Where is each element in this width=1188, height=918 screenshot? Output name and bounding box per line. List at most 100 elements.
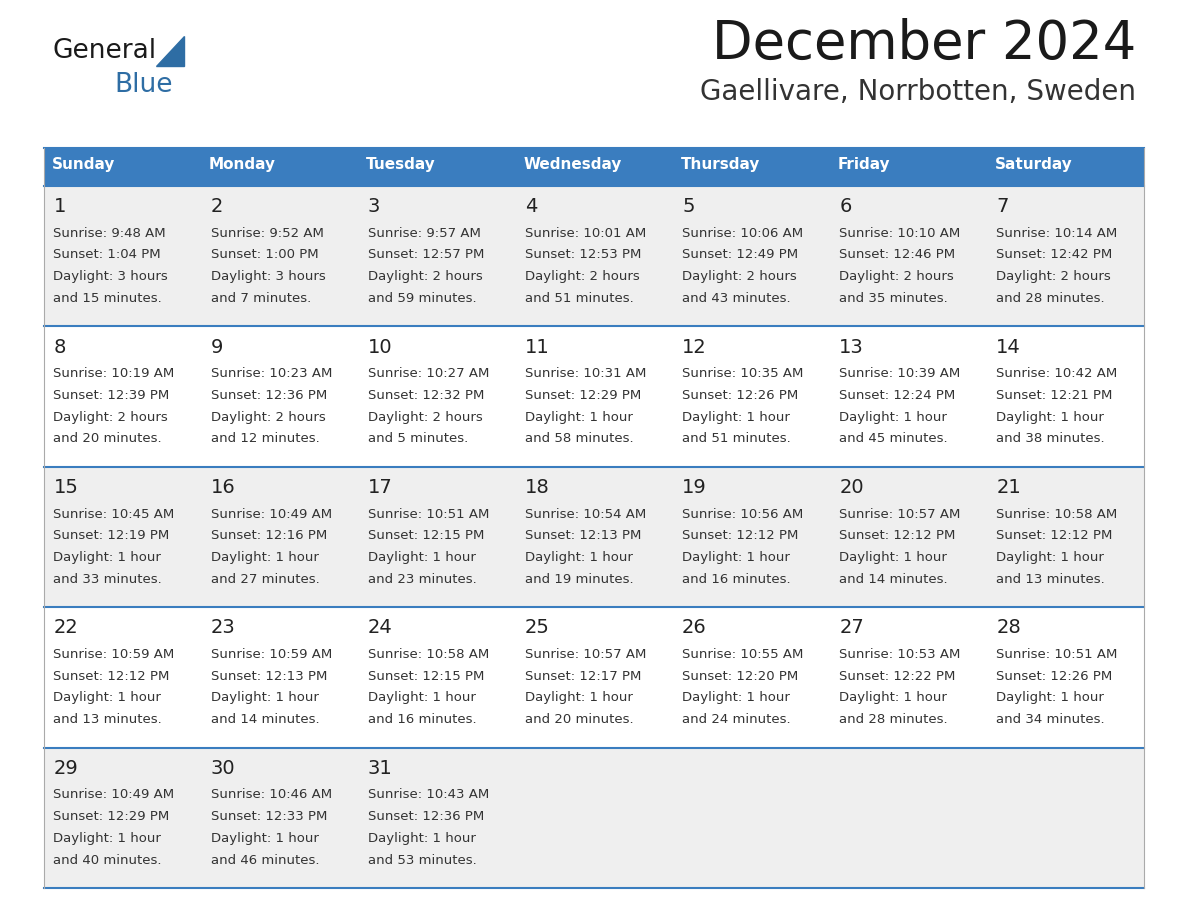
Bar [44, 327, 1144, 466]
Text: Daylight: 1 hour: Daylight: 1 hour [53, 551, 162, 564]
Text: and 5 minutes.: and 5 minutes. [368, 432, 468, 445]
Text: 19: 19 [682, 478, 707, 497]
Bar [44, 186, 1144, 327]
Text: 7: 7 [997, 197, 1009, 217]
Text: Sunset: 12:26 PM: Sunset: 12:26 PM [682, 389, 798, 402]
Text: Sunset: 12:15 PM: Sunset: 12:15 PM [368, 530, 484, 543]
Text: Sunrise: 9:57 AM: Sunrise: 9:57 AM [368, 227, 481, 240]
Text: Sunset: 1:04 PM: Sunset: 1:04 PM [53, 249, 162, 262]
Text: Sunrise: 10:51 AM: Sunrise: 10:51 AM [997, 648, 1118, 661]
Text: Sunrise: 10:56 AM: Sunrise: 10:56 AM [682, 508, 803, 521]
Text: 11: 11 [525, 338, 550, 356]
Text: Sunset: 12:13 PM: Sunset: 12:13 PM [525, 530, 642, 543]
Text: Sunrise: 10:51 AM: Sunrise: 10:51 AM [368, 508, 489, 521]
Text: and 51 minutes.: and 51 minutes. [525, 292, 633, 305]
Text: Daylight: 1 hour: Daylight: 1 hour [210, 551, 318, 564]
Text: 14: 14 [997, 338, 1020, 356]
Text: 3: 3 [368, 197, 380, 217]
Text: and 20 minutes.: and 20 minutes. [525, 713, 633, 726]
Text: 29: 29 [53, 759, 78, 778]
Text: 21: 21 [997, 478, 1020, 497]
Text: 27: 27 [839, 619, 864, 637]
Text: Sunset: 12:16 PM: Sunset: 12:16 PM [210, 530, 327, 543]
Text: and 23 minutes.: and 23 minutes. [368, 573, 476, 586]
Text: Daylight: 1 hour: Daylight: 1 hour [525, 691, 633, 704]
Text: Sunset: 12:19 PM: Sunset: 12:19 PM [53, 530, 170, 543]
Text: and 16 minutes.: and 16 minutes. [682, 573, 791, 586]
Text: 20: 20 [839, 478, 864, 497]
Text: and 53 minutes.: and 53 minutes. [368, 854, 476, 867]
Text: Sunrise: 9:52 AM: Sunrise: 9:52 AM [210, 227, 323, 240]
Text: and 46 minutes.: and 46 minutes. [210, 854, 320, 867]
Text: Daylight: 2 hours: Daylight: 2 hours [53, 410, 169, 423]
Text: Daylight: 3 hours: Daylight: 3 hours [210, 270, 326, 284]
Text: Daylight: 1 hour: Daylight: 1 hour [525, 410, 633, 423]
Text: Sunrise: 10:35 AM: Sunrise: 10:35 AM [682, 367, 803, 380]
Text: Daylight: 1 hour: Daylight: 1 hour [997, 551, 1104, 564]
Text: Sunrise: 10:14 AM: Sunrise: 10:14 AM [997, 227, 1118, 240]
Text: Sunrise: 10:49 AM: Sunrise: 10:49 AM [210, 508, 331, 521]
Text: Sunrise: 10:49 AM: Sunrise: 10:49 AM [53, 789, 175, 801]
Text: December 2024: December 2024 [712, 18, 1136, 70]
Text: 5: 5 [682, 197, 695, 217]
Text: Sunset: 12:32 PM: Sunset: 12:32 PM [368, 389, 484, 402]
Text: Sunrise: 10:43 AM: Sunrise: 10:43 AM [368, 789, 489, 801]
Text: Sunrise: 10:59 AM: Sunrise: 10:59 AM [53, 648, 175, 661]
Text: and 20 minutes.: and 20 minutes. [53, 432, 162, 445]
Polygon shape [156, 36, 184, 66]
Text: and 28 minutes.: and 28 minutes. [839, 713, 948, 726]
Text: and 16 minutes.: and 16 minutes. [368, 713, 476, 726]
Text: 24: 24 [368, 619, 392, 637]
Text: and 38 minutes.: and 38 minutes. [997, 432, 1105, 445]
Text: Sunrise: 10:53 AM: Sunrise: 10:53 AM [839, 648, 961, 661]
Text: Sunset: 12:12 PM: Sunset: 12:12 PM [53, 669, 170, 683]
Text: Sunset: 12:36 PM: Sunset: 12:36 PM [210, 389, 327, 402]
Text: Sunset: 12:26 PM: Sunset: 12:26 PM [997, 669, 1112, 683]
Text: 25: 25 [525, 619, 550, 637]
Text: and 35 minutes.: and 35 minutes. [839, 292, 948, 305]
Text: Monday: Monday [209, 158, 276, 173]
Text: and 19 minutes.: and 19 minutes. [525, 573, 633, 586]
Text: Sunset: 12:53 PM: Sunset: 12:53 PM [525, 249, 642, 262]
Text: and 14 minutes.: and 14 minutes. [210, 713, 320, 726]
Text: Gaellivare, Norrbotten, Sweden: Gaellivare, Norrbotten, Sweden [700, 78, 1136, 106]
Text: Sunrise: 10:42 AM: Sunrise: 10:42 AM [997, 367, 1118, 380]
Text: and 43 minutes.: and 43 minutes. [682, 292, 791, 305]
Text: Daylight: 1 hour: Daylight: 1 hour [997, 410, 1104, 423]
Bar [44, 466, 1144, 607]
Text: Sunrise: 10:01 AM: Sunrise: 10:01 AM [525, 227, 646, 240]
Text: 23: 23 [210, 619, 235, 637]
Text: 17: 17 [368, 478, 392, 497]
Text: General: General [52, 38, 156, 64]
Text: Sunrise: 10:59 AM: Sunrise: 10:59 AM [210, 648, 331, 661]
Text: 4: 4 [525, 197, 537, 217]
Text: 18: 18 [525, 478, 550, 497]
Text: and 33 minutes.: and 33 minutes. [53, 573, 163, 586]
Text: Sunset: 12:33 PM: Sunset: 12:33 PM [210, 810, 327, 823]
Bar [44, 747, 1144, 888]
Text: Daylight: 1 hour: Daylight: 1 hour [368, 551, 475, 564]
Text: Wednesday: Wednesday [523, 158, 621, 173]
Text: Sunrise: 10:46 AM: Sunrise: 10:46 AM [210, 789, 331, 801]
Text: and 51 minutes.: and 51 minutes. [682, 432, 791, 445]
Text: 1: 1 [53, 197, 65, 217]
Text: and 13 minutes.: and 13 minutes. [53, 713, 163, 726]
Text: Sunrise: 10:57 AM: Sunrise: 10:57 AM [525, 648, 646, 661]
Text: Daylight: 1 hour: Daylight: 1 hour [682, 691, 790, 704]
Text: Daylight: 1 hour: Daylight: 1 hour [53, 832, 162, 845]
Text: Daylight: 1 hour: Daylight: 1 hour [839, 691, 947, 704]
Text: Sunrise: 10:58 AM: Sunrise: 10:58 AM [368, 648, 489, 661]
Text: and 58 minutes.: and 58 minutes. [525, 432, 633, 445]
Text: Sunrise: 10:55 AM: Sunrise: 10:55 AM [682, 648, 803, 661]
Text: Thursday: Thursday [681, 158, 760, 173]
Text: Daylight: 1 hour: Daylight: 1 hour [368, 832, 475, 845]
Text: and 15 minutes.: and 15 minutes. [53, 292, 163, 305]
Text: Sunrise: 10:54 AM: Sunrise: 10:54 AM [525, 508, 646, 521]
Text: Sunset: 1:00 PM: Sunset: 1:00 PM [210, 249, 318, 262]
Text: Daylight: 1 hour: Daylight: 1 hour [53, 691, 162, 704]
Text: Saturday: Saturday [994, 158, 1073, 173]
Text: Sunset: 12:12 PM: Sunset: 12:12 PM [997, 530, 1113, 543]
Text: Daylight: 2 hours: Daylight: 2 hours [839, 270, 954, 284]
Text: Daylight: 1 hour: Daylight: 1 hour [839, 410, 947, 423]
Text: Daylight: 2 hours: Daylight: 2 hours [210, 410, 326, 423]
